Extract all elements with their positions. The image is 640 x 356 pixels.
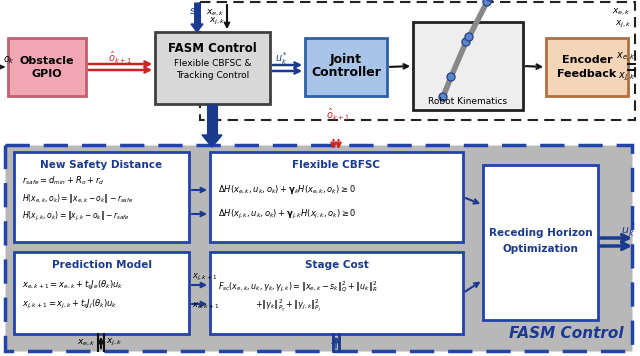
Text: $x_{e,k+1}$: $x_{e,k+1}$ (192, 301, 220, 311)
Text: $H(x_{e,k}, o_k) = \|x_{e,k} - o_k\| - r_{safe}$: $H(x_{e,k}, o_k) = \|x_{e,k} - o_k\| - r… (22, 193, 133, 205)
Text: Obstacle: Obstacle (20, 56, 74, 66)
Text: $x_{j,k+1} = x_{j,k} + t_s J_j(\theta_k) u_k$: $x_{j,k+1} = x_{j,k} + t_s J_j(\theta_k)… (22, 298, 117, 310)
Circle shape (483, 0, 491, 6)
Text: $x_{j,k+1}$: $x_{j,k+1}$ (192, 271, 218, 283)
Text: $r_{safe} = d_{min} + R_o + r_d$: $r_{safe} = d_{min} + R_o + r_d$ (22, 175, 104, 187)
Text: Flexible CBFSC: Flexible CBFSC (292, 160, 381, 170)
Text: $x_{j,k}$: $x_{j,k}$ (209, 16, 225, 27)
Text: $x_{j,k}$: $x_{j,k}$ (618, 71, 636, 83)
Text: Robot Kinematics: Robot Kinematics (428, 98, 508, 106)
Text: Encoder: Encoder (562, 55, 612, 65)
Text: $s_k$: $s_k$ (189, 6, 201, 18)
Text: $\hat{o}_{k+1}$: $\hat{o}_{k+1}$ (326, 107, 350, 123)
Text: $x_{e,k}$: $x_{e,k}$ (77, 338, 96, 348)
Circle shape (462, 38, 470, 46)
Text: GPIO: GPIO (32, 69, 62, 79)
Bar (305, 38, 387, 96)
Text: Feedback: Feedback (557, 69, 616, 79)
Bar (413, 22, 523, 110)
Text: Prediction Model: Prediction Model (51, 260, 152, 270)
Text: $u_k^*$: $u_k^*$ (621, 220, 636, 240)
Bar (483, 165, 598, 320)
Text: Optimization: Optimization (502, 244, 579, 253)
Bar (210, 152, 463, 242)
Bar (14, 152, 189, 242)
Text: $u_k^*$: $u_k^*$ (275, 51, 288, 67)
Bar (200, 2, 635, 120)
Text: New Safety Distance: New Safety Distance (40, 160, 163, 170)
Bar (5, 145, 632, 351)
Text: Flexible CBFSC &: Flexible CBFSC & (173, 58, 252, 68)
Text: $F_{sc}(x_{e,k}, u_k, \gamma_k, \gamma_{j,k}) = \|x_{e,k} - s_k\|_Q^2 + \|u_k\|_: $F_{sc}(x_{e,k}, u_k, \gamma_k, \gamma_{… (218, 279, 378, 295)
Text: FASM Control: FASM Control (509, 326, 624, 341)
Text: $x_{e,k}$: $x_{e,k}$ (612, 7, 631, 17)
Text: $\Delta H(x_{j,k}, u_k, o_k) + \mathbf{\gamma}_{j,k} H(x_{j,k}, o_k) \geq 0$: $\Delta H(x_{j,k}, u_k, o_k) + \mathbf{\… (218, 208, 356, 221)
Text: $x_{e,k+1} = x_{e,k} + t_s J_e(\theta_k) u_k$: $x_{e,k+1} = x_{e,k} + t_s J_e(\theta_k)… (22, 279, 124, 292)
Text: $\Delta H(x_{e,k}, u_k, o_k) + \mathbf{\gamma}_k H(x_{e,k}, o_k) \geq 0$: $\Delta H(x_{e,k}, u_k, o_k) + \mathbf{\… (218, 184, 356, 197)
Circle shape (447, 73, 455, 81)
Text: $H(x_{j,k}, o_k) = \|x_{j,k} - o_k\| - r_{safe}$: $H(x_{j,k}, o_k) = \|x_{j,k} - o_k\| - r… (22, 209, 129, 222)
Bar (546, 38, 628, 96)
Text: $\hat{o}_{k+1}$: $\hat{o}_{k+1}$ (108, 50, 132, 66)
Text: Stage Cost: Stage Cost (305, 260, 369, 270)
Text: Tracking Control: Tracking Control (176, 72, 249, 80)
Circle shape (465, 33, 473, 41)
Text: $x_{j,k}$: $x_{j,k}$ (614, 19, 631, 30)
Bar (210, 252, 463, 334)
Text: Receding Horizon: Receding Horizon (489, 227, 592, 237)
Bar (14, 252, 189, 334)
Polygon shape (191, 24, 203, 32)
Text: $x_{e,k}$: $x_{e,k}$ (207, 8, 225, 18)
Text: $s_k$: $s_k$ (330, 336, 342, 348)
Circle shape (439, 93, 447, 101)
Text: $+ \|\gamma_k\|_{P_\gamma}^2 + \|\gamma_{j,k}\|_{P_j}^2$: $+ \|\gamma_k\|_{P_\gamma}^2 + \|\gamma_… (255, 298, 321, 314)
Text: Controller: Controller (311, 67, 381, 79)
Text: FASM Control: FASM Control (168, 42, 257, 54)
Text: $o_k$: $o_k$ (3, 54, 15, 66)
Text: $x_{e,k}$: $x_{e,k}$ (616, 51, 636, 64)
Text: Joint: Joint (330, 53, 362, 67)
Polygon shape (202, 135, 222, 147)
Bar (8, 38, 86, 96)
Text: $x_{j,k}$: $x_{j,k}$ (106, 337, 122, 348)
Circle shape (486, 0, 494, 1)
Bar (155, 32, 270, 104)
